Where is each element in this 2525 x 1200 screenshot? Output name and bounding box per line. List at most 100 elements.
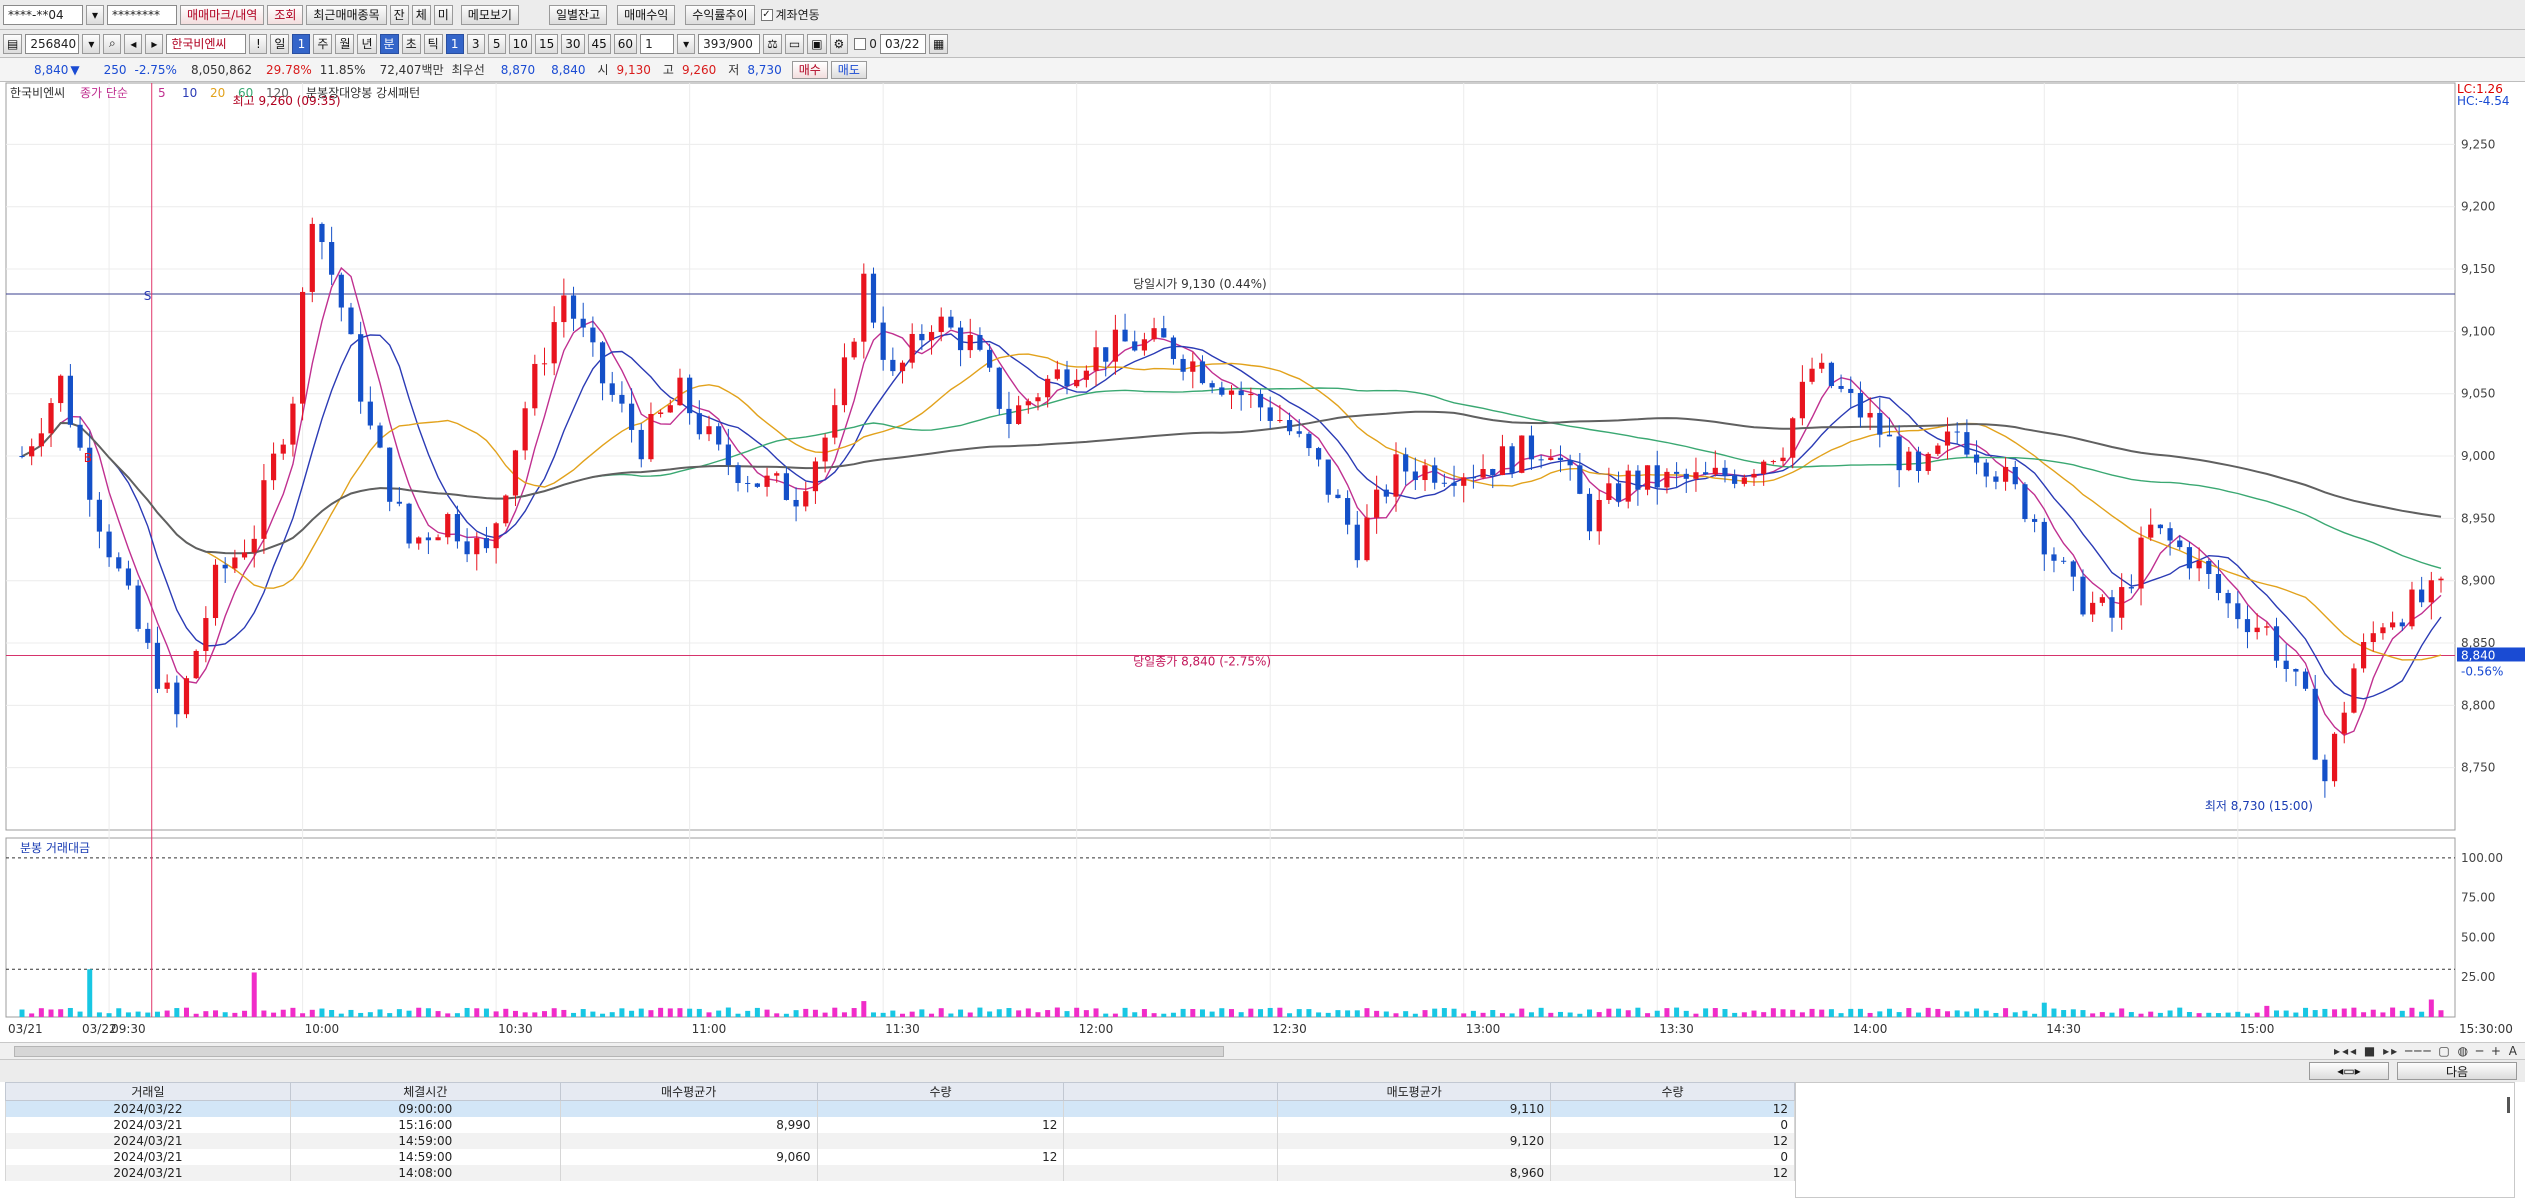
volume-bar <box>1954 1010 1960 1017</box>
interval-30-button[interactable]: 30 <box>561 33 585 54</box>
period-week-button[interactable]: 주 <box>313 33 333 54</box>
executed-button[interactable]: 체 <box>411 4 431 25</box>
col-sell-qty[interactable]: 수량 <box>1550 1082 1795 1101</box>
chart-area[interactable]: 9,250 9,200 9,150 9,100 9,050 9,000 8,950 8,900… <box>0 82 2525 1042</box>
period-month-button[interactable]: 월 <box>335 33 355 54</box>
period-day-button[interactable]: 일 <box>270 33 290 54</box>
interval-5-button[interactable]: 5 <box>487 33 506 54</box>
interval-15-button[interactable]: 15 <box>534 33 559 54</box>
volume-bar <box>2061 1010 2067 1017</box>
alert-icon[interactable]: ! <box>249 33 268 54</box>
account-select[interactable]: ****-**04 <box>3 4 83 25</box>
recent-stocks-button[interactable]: 최근매매종목 <box>306 4 387 25</box>
candle-body <box>1441 482 1447 484</box>
grid-toolbar: ◂▭▸ 다음 <box>0 1060 2525 1082</box>
cell-sell-qty: 0 <box>1550 1148 1795 1165</box>
table-row[interactable]: 2024/03/21 14:59:00 9,120 12 <box>5 1132 1795 1149</box>
candle-body <box>957 327 964 351</box>
period-tick-button[interactable]: 틱 <box>423 33 443 54</box>
volume-bar <box>1287 1013 1293 1017</box>
candle-body <box>1412 471 1418 481</box>
balance-button[interactable]: 잔 <box>389 4 409 25</box>
table-row[interactable]: 2024/03/22 09:00:00 9,110 12 <box>5 1100 1795 1117</box>
interval-dropdown-icon[interactable]: ▾ <box>677 33 696 54</box>
period-1-button[interactable]: 1 <box>292 33 311 54</box>
check-icon: ✓ <box>760 8 773 21</box>
trade-profit-button[interactable]: 매매수익 <box>617 4 676 25</box>
candle-body <box>551 322 557 364</box>
period-second-button[interactable]: 초 <box>401 33 421 54</box>
volume-bar <box>822 1012 828 1017</box>
candle-body <box>628 403 635 430</box>
password-field[interactable]: ******** <box>107 4 177 25</box>
volume-bar <box>1664 1008 1670 1017</box>
calendar-icon[interactable]: ▦ <box>928 33 949 54</box>
interval-45-button[interactable]: 45 <box>587 33 611 54</box>
chart-nav-controls[interactable]: ▸◂◂ ■ ▸▸ ─── ▢ ◍ ─ + A <box>2334 1044 2519 1058</box>
candle-body <box>822 437 828 462</box>
view-count-field[interactable]: 393/900 <box>698 33 761 54</box>
prev-stock-icon[interactable]: ◂ <box>124 33 143 54</box>
next-button[interactable]: 다음 <box>2397 1062 2517 1080</box>
buy-button[interactable]: 매수 <box>791 60 828 79</box>
account-link-checkbox[interactable]: ✓ 계좌연동 <box>760 6 820 23</box>
price-chart[interactable]: 9,250 9,200 9,150 9,100 9,050 9,000 8,950 8,900… <box>0 82 2525 1042</box>
query-button[interactable]: 조회 <box>267 4 304 25</box>
volume-bar <box>958 1009 964 1017</box>
table-row[interactable]: 2024/03/21 15:16:00 8,990 12 0 <box>5 1116 1795 1133</box>
expand-icon[interactable]: ◂▭▸ <box>2309 1062 2389 1080</box>
trade-mark-button[interactable]: 매매마크/내역 <box>180 4 265 25</box>
volume-bar <box>1345 1010 1351 1017</box>
col-trade-date[interactable]: 거래일 <box>5 1082 291 1101</box>
interval-3-button[interactable]: 3 <box>466 33 485 54</box>
return-trend-button[interactable]: 수익률추이 <box>685 4 755 25</box>
col-exec-time[interactable]: 체결시간 <box>289 1082 561 1101</box>
volume-bar <box>2428 999 2434 1017</box>
candle-body <box>1664 471 1670 488</box>
period-minute-button[interactable]: 분 <box>379 33 399 54</box>
interval-input[interactable]: 1 <box>640 33 675 54</box>
save-icon[interactable]: ▣ <box>807 33 827 54</box>
candle-body <box>1335 494 1341 499</box>
col-sell-avg[interactable]: 매도평균가 <box>1277 1082 1552 1101</box>
candle-body <box>512 450 519 496</box>
col-buy-avg[interactable]: 매수평균가 <box>559 1082 818 1101</box>
candle-body <box>919 333 925 341</box>
candle-body <box>2331 733 2338 782</box>
search-icon[interactable]: ⌕ <box>103 33 122 54</box>
daily-balance-button[interactable]: 일별잔고 <box>548 4 608 25</box>
table-row[interactable]: 2024/03/21 14:08:00 8,960 12 <box>5 1164 1795 1181</box>
interval-60-button[interactable]: 60 <box>613 33 638 54</box>
table-row[interactable]: 2024/03/21 14:59:00 9,060 12 0 <box>5 1148 1795 1165</box>
indicator-icon[interactable]: ⚖ <box>763 33 782 54</box>
unexecuted-button[interactable]: 미 <box>433 4 453 25</box>
candle-body <box>1896 436 1902 471</box>
interval-1-button[interactable]: 1 <box>445 33 464 54</box>
volume-bar <box>116 1008 122 1017</box>
code-dropdown-icon[interactable]: ▾ <box>82 33 101 54</box>
date-input[interactable]: 03/22 <box>879 33 926 54</box>
period-year-button[interactable]: 년 <box>357 33 377 54</box>
volume-panel[interactable] <box>5 837 2456 1018</box>
volume-bar <box>754 1007 760 1017</box>
date-checkbox[interactable]: 0 <box>854 37 877 51</box>
memo-button[interactable]: 메모보기 <box>460 4 519 25</box>
grid-vscroll[interactable] <box>2507 1097 2510 1113</box>
volume-bar <box>77 1011 83 1017</box>
layout-icon[interactable]: ▤ <box>3 33 23 54</box>
sell-button[interactable]: 매도 <box>830 60 867 79</box>
stock-code-input[interactable]: 256840 <box>25 33 80 54</box>
candle-body <box>1074 379 1080 387</box>
ruler-icon[interactable]: ▭ <box>784 33 805 54</box>
scroll-thumb[interactable] <box>14 1046 1224 1057</box>
next-stock-icon[interactable]: ▸ <box>145 33 164 54</box>
candle-body <box>1480 469 1486 478</box>
interval-10-button[interactable]: 10 <box>508 33 532 54</box>
candle-body <box>1761 461 1767 474</box>
volume-bar <box>174 1008 180 1017</box>
settings-icon[interactable]: ⚙ <box>829 33 849 54</box>
chart-scrollbar[interactable]: ▸◂◂ ■ ▸▸ ─── ▢ ◍ ─ + A <box>0 1042 2525 1060</box>
col-buy-qty[interactable]: 수량 <box>816 1082 1065 1101</box>
x-tick-label: 14:30 <box>2046 1022 2081 1036</box>
account-dropdown-icon[interactable]: ▾ <box>86 4 104 25</box>
